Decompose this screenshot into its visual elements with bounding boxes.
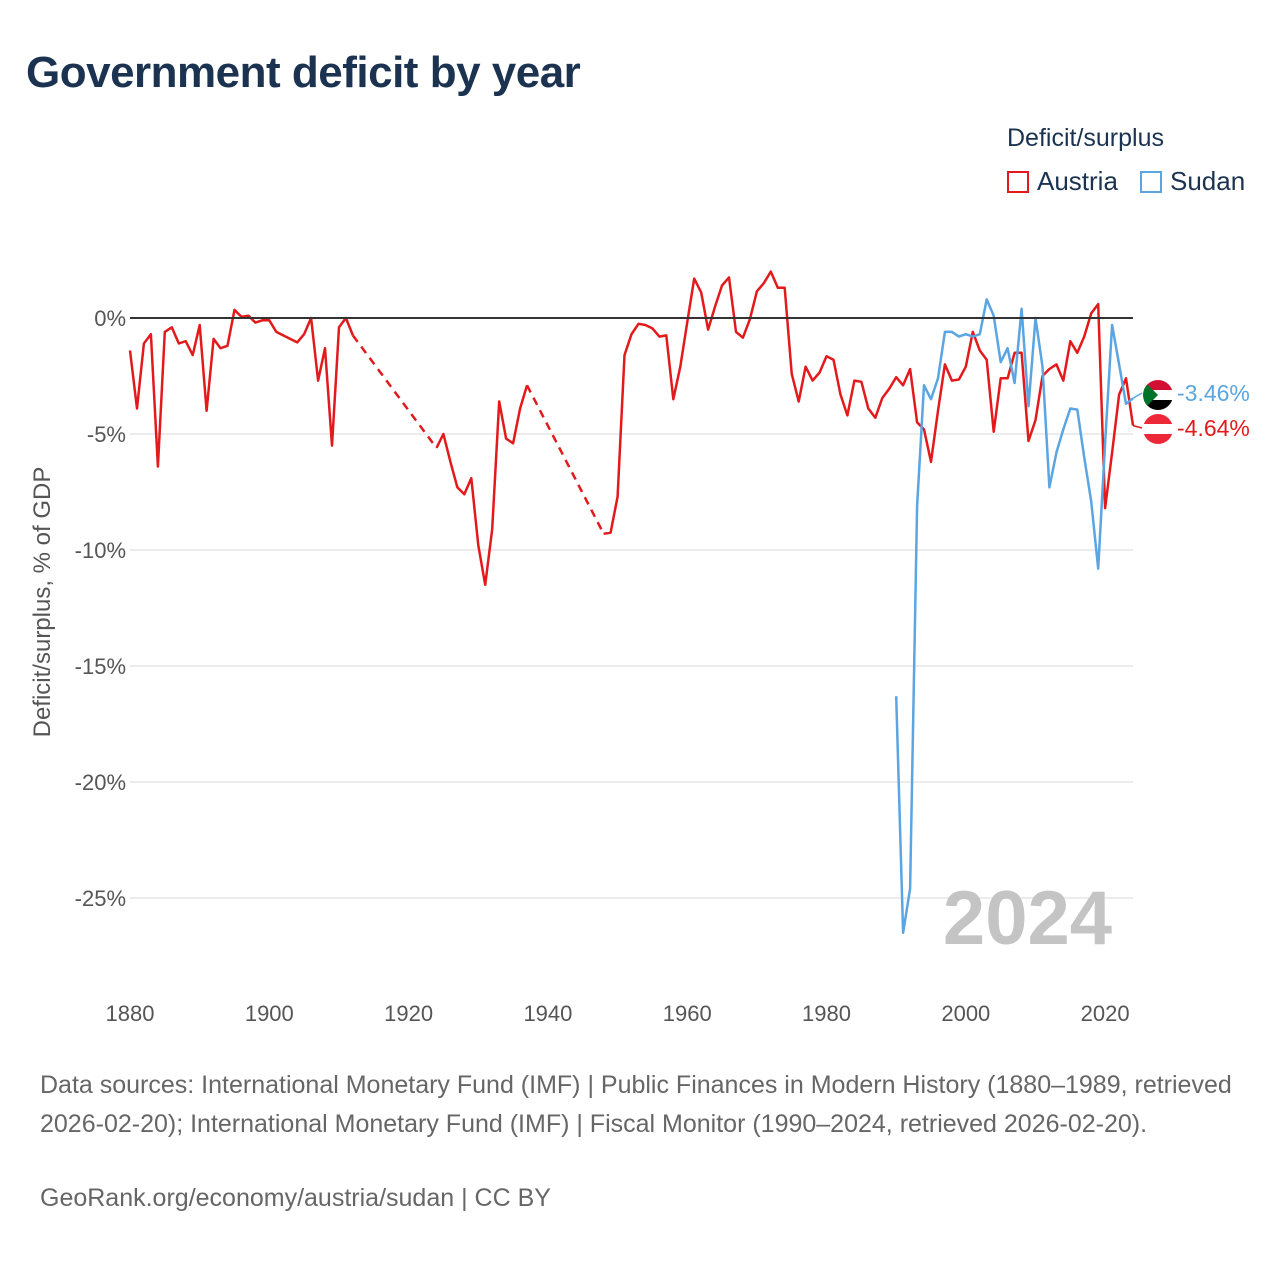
legend-swatch-austria bbox=[1007, 170, 1029, 193]
footer-link[interactable]: GeoRank.org/economy/austria/sudan | CC B… bbox=[40, 1184, 551, 1212]
end-connector-sudan bbox=[1132, 392, 1143, 399]
y-tick-label: -15% bbox=[75, 654, 126, 679]
x-tick-label: 1920 bbox=[384, 1001, 433, 1026]
chart-title: Government deficit by year bbox=[26, 48, 581, 97]
x-tick-label: 2000 bbox=[941, 1001, 990, 1026]
x-tick-label: 1900 bbox=[245, 1001, 294, 1026]
end-label-sudan: -3.46% bbox=[1177, 380, 1250, 406]
series-line-austria bbox=[435, 384, 529, 587]
legend-item-sudan[interactable]: Sudan bbox=[1140, 166, 1245, 197]
x-tick-label: 1880 bbox=[106, 1001, 155, 1026]
legend-swatch-sudan bbox=[1140, 170, 1162, 193]
x-tick-label: 1960 bbox=[663, 1001, 712, 1026]
y-tick-label: -10% bbox=[75, 538, 126, 563]
series-line-austria bbox=[128, 308, 355, 468]
austria-flag-icon bbox=[1143, 414, 1173, 444]
y-tick-label: -20% bbox=[75, 770, 126, 795]
legend-label-sudan: Sudan bbox=[1170, 166, 1246, 196]
legend-title: Deficit/surplus bbox=[1007, 124, 1164, 152]
x-tick-label: 1940 bbox=[523, 1001, 572, 1026]
x-tick-label: 2020 bbox=[1081, 1001, 1130, 1026]
year-watermark: 2024 bbox=[943, 876, 1112, 961]
series-line-sudan bbox=[894, 298, 1134, 935]
series-gap-austria bbox=[525, 384, 605, 535]
x-tick-label: 1980 bbox=[802, 1001, 851, 1026]
series-gap-austria bbox=[351, 334, 438, 449]
y-tick-label: -25% bbox=[75, 886, 126, 911]
sudan-flag-icon bbox=[1143, 380, 1173, 410]
legend-item-austria[interactable]: Austria bbox=[1007, 166, 1118, 197]
end-label-austria: -4.64% bbox=[1177, 415, 1250, 441]
end-connector-austria bbox=[1132, 424, 1143, 429]
y-tick-label: -5% bbox=[87, 422, 126, 447]
y-tick-label: 0% bbox=[94, 306, 126, 331]
legend-label-austria: Austria bbox=[1037, 166, 1118, 196]
y-axis-label: Deficit/surplus, % of GDP bbox=[29, 467, 56, 738]
footer-sources: Data sources: International Monetary Fun… bbox=[40, 1071, 1232, 1138]
series-line-austria bbox=[603, 270, 1135, 536]
